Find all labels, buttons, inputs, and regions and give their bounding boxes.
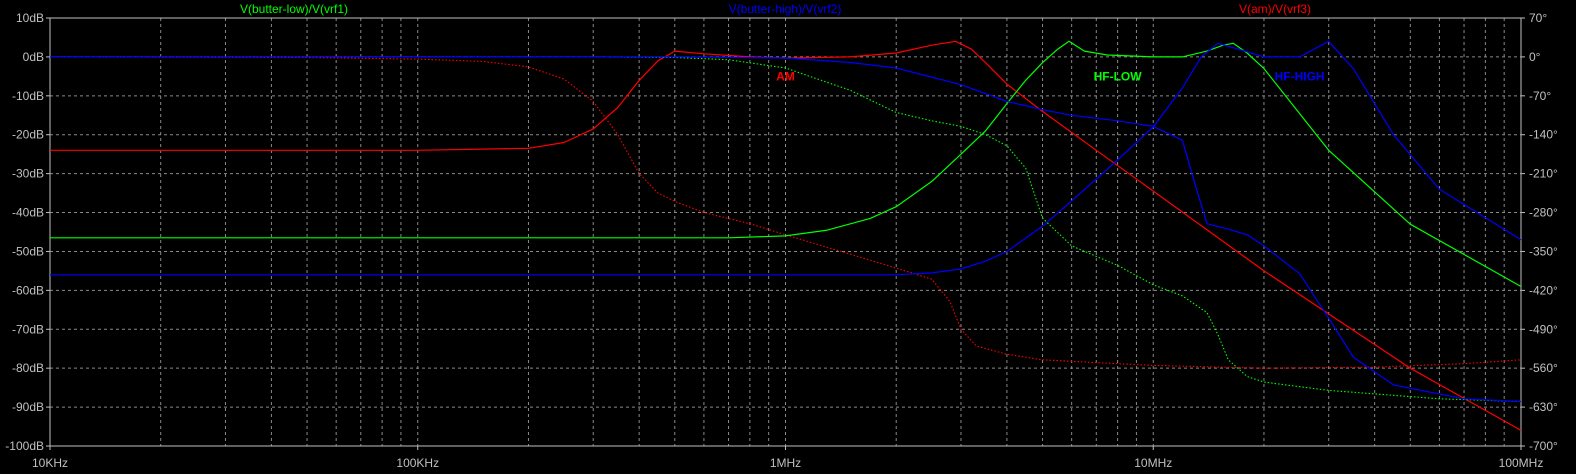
y-left-tick-label: -30dB — [12, 167, 44, 181]
x-tick-label: 10KHz — [32, 456, 68, 470]
trace-title[interactable]: V(butter-high)/V(vrf2) — [729, 2, 842, 16]
y-left-tick-label: -70dB — [12, 322, 44, 336]
series-magnitude-line-0 — [50, 40, 1522, 431]
y-right-tick-label: -560° — [1529, 361, 1558, 375]
y-right-tick-labels: 70° 0° -70° -140° -210° -280° -350° -420° -490° -… — [1529, 11, 1558, 453]
x-tick-labels: 10KHz 100KHz 1MHz 10MHz 100MHz — [32, 456, 1543, 470]
series-group — [49, 40, 1522, 431]
series-magnitude-line-4 — [50, 40, 1522, 276]
y-right-tick-label: -140° — [1529, 128, 1558, 142]
series-phase-line-3 — [50, 56, 1522, 403]
y-right-tick-label: -280° — [1529, 206, 1558, 220]
y-left-tick-label: -10dB — [12, 89, 44, 103]
y-left-tick-label: -40dB — [12, 206, 44, 220]
y-right-tick-label: -350° — [1529, 244, 1558, 258]
trace-title[interactable]: V(butter-low)/V(vrf1) — [240, 2, 348, 16]
y-right-tick-label: -70° — [1529, 89, 1551, 103]
trace-title[interactable]: V(am)/V(vrf3) — [1239, 2, 1311, 16]
y-left-tick-label: -60dB — [12, 283, 44, 297]
trace-titles: V(butter-low)/V(vrf1) V(butter-high)/V(vr… — [240, 2, 1311, 16]
x-tick-label: 1MHz — [770, 456, 801, 470]
series-phase-line-5 — [50, 56, 1522, 403]
y-right-tick-label: -210° — [1529, 167, 1558, 181]
y-right-tick-label: 0° — [1529, 50, 1541, 64]
y-right-tick-label: 70° — [1529, 11, 1547, 25]
y-right-tick-label: -700° — [1529, 439, 1558, 453]
y-right-tick-label: -490° — [1529, 322, 1558, 336]
y-left-tick-label: -50dB — [12, 244, 44, 258]
y-right-tick-label: -420° — [1529, 283, 1558, 297]
trace-annotation-label: HF-LOW — [1094, 69, 1143, 83]
y-left-tick-label: -90dB — [12, 400, 44, 414]
series-phase-line-1 — [49, 56, 1522, 369]
x-tick-label: 100MHz — [1499, 456, 1544, 470]
x-tick-label: 100KHz — [396, 456, 439, 470]
y-left-tick-label: 0dB — [23, 50, 44, 64]
trace-annotation-label: AM — [776, 69, 795, 83]
y-left-tick-label: -80dB — [12, 361, 44, 375]
y-right-tick-label: -630° — [1529, 400, 1558, 414]
y-left-tick-label: -20dB — [12, 128, 44, 142]
trace-annotations: AM HF-LOW HF-HIGH — [776, 69, 1324, 83]
plot-frame — [46, 17, 1525, 450]
y-left-tick-label: -100dB — [5, 439, 44, 453]
y-left-tick-labels: 10dB 0dB -10dB -20dB -30dB -40dB -50dB -60dB -70… — [5, 11, 44, 453]
y-left-tick-label: 10dB — [16, 11, 44, 25]
x-tick-label: 10MHz — [1134, 456, 1172, 470]
trace-annotation-label: HF-HIGH — [1275, 69, 1325, 83]
